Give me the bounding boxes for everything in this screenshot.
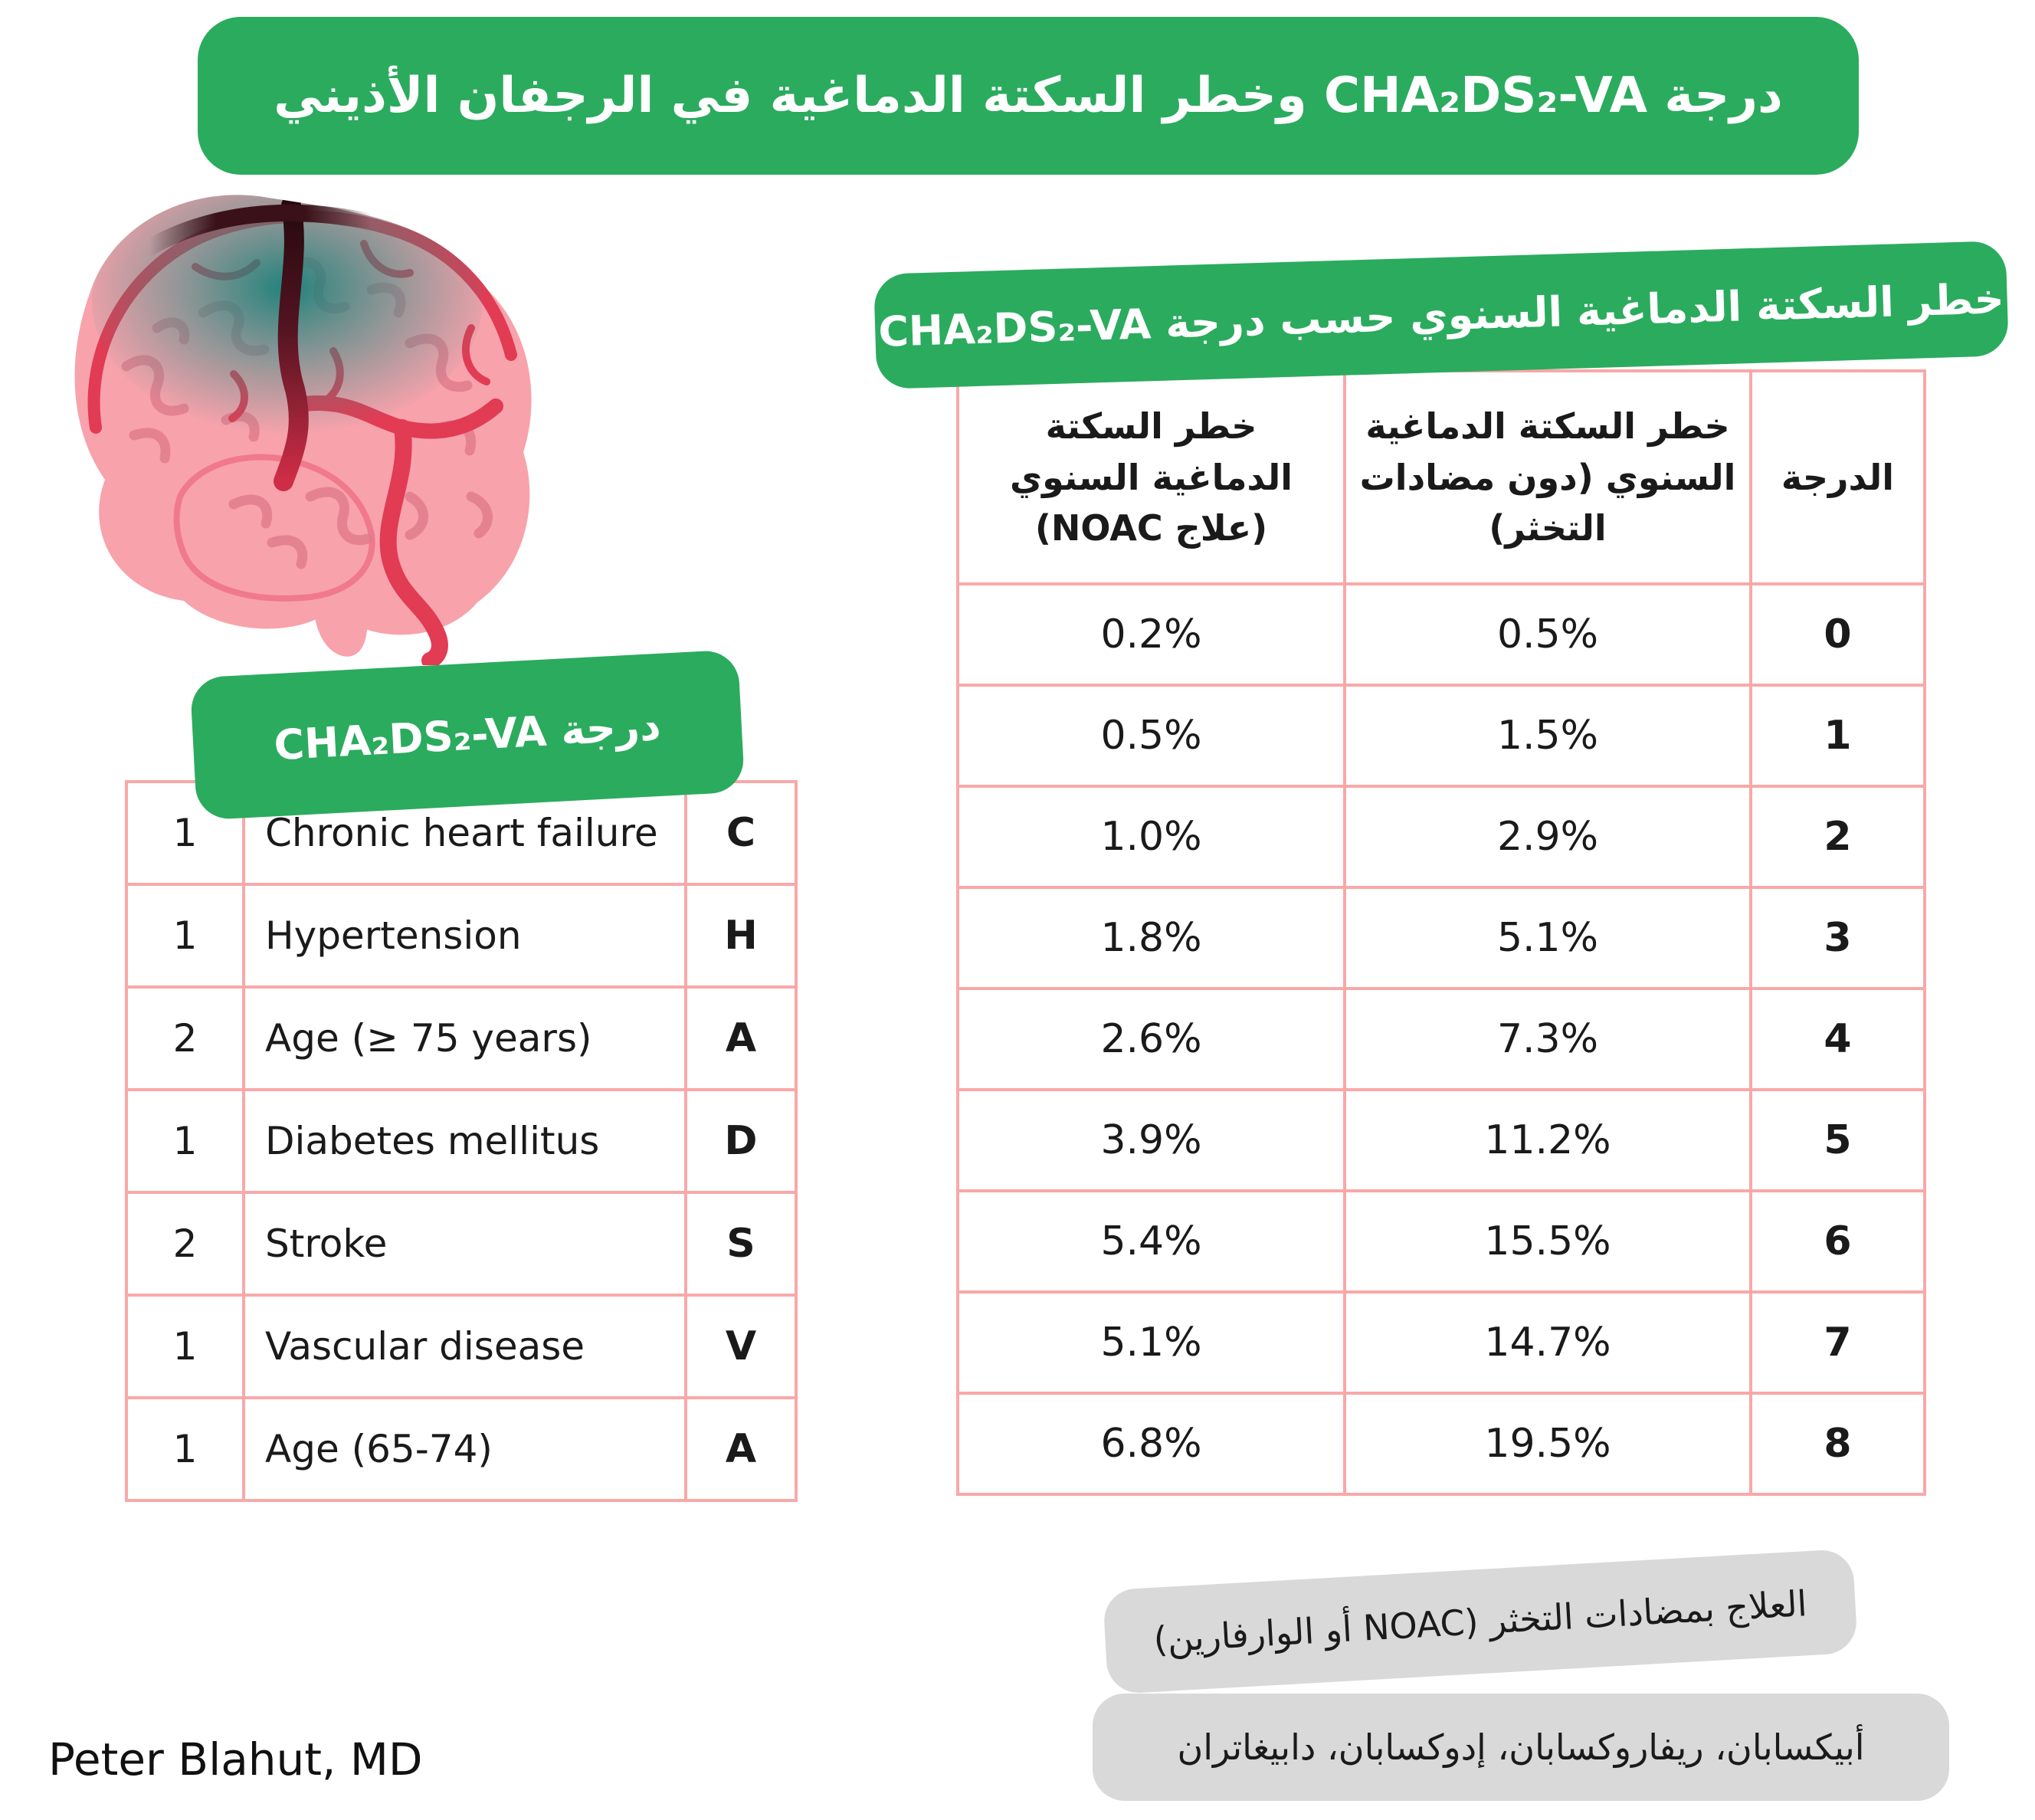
header-untreated-risk: خطر السكتة الدماغية السنوي (دون مضادات ا…: [1343, 369, 1752, 585]
risk-cell-score: 6: [1749, 1189, 1926, 1294]
score-cell-letter: A: [684, 1396, 798, 1502]
risk-cell-noac: 0.2%: [956, 582, 1346, 687]
score-cell-letter: V: [684, 1294, 798, 1399]
score-cell-points: 2: [125, 985, 245, 1091]
risk-cell-untreated: 2.9%: [1343, 785, 1752, 889]
risk-table: خطر السكتة الدماغية السنوي (علاج NOAC) خ…: [956, 369, 1926, 1496]
risk-cell-noac: 3.9%: [956, 1088, 1346, 1192]
score-cell-points: 1: [125, 1088, 245, 1194]
table-row: 3.9% 11.2% 5: [956, 1088, 1926, 1192]
risk-cell-untreated: 15.5%: [1343, 1189, 1752, 1294]
table-row: 1.0% 2.9% 2: [956, 785, 1926, 889]
table-row: 5.4% 15.5% 6: [956, 1189, 1926, 1294]
risk-cell-untreated: 1.5%: [1343, 684, 1752, 788]
risk-cell-score: 5: [1749, 1088, 1926, 1192]
risk-cell-noac: 5.4%: [956, 1189, 1346, 1294]
table-row: 2 Age (≥ 75 years) A: [125, 985, 798, 1091]
noac-drugs-note: أبيكسابان، ريفاروكسابان، إدوكسابان، دابي…: [1093, 1694, 1949, 1801]
noac-drugs-note-text: أبيكسابان، ريفاروكسابان، إدوكسابان، دابي…: [1177, 1727, 1865, 1768]
score-cell-letter: S: [684, 1191, 798, 1297]
risk-cell-untreated: 14.7%: [1343, 1290, 1752, 1395]
risk-cell-score: 7: [1749, 1290, 1926, 1395]
risk-cell-noac: 5.1%: [956, 1290, 1346, 1395]
score-cell-condition: Vascular disease: [242, 1294, 687, 1399]
risk-cell-untreated: 19.5%: [1343, 1392, 1752, 1496]
risk-cell-score: 0: [1749, 582, 1926, 687]
table-row: 2 Stroke S: [125, 1191, 798, 1297]
risk-banner: خطر السكتة الدماغية السنوي حسب درجة CHA₂…: [873, 241, 2009, 389]
score-table: 1 Chronic heart failure C 1 Hypertension…: [125, 780, 798, 1502]
risk-cell-noac: 0.5%: [956, 684, 1346, 788]
score-cell-letter: D: [684, 1088, 798, 1194]
header-score: الدرجة: [1749, 369, 1926, 585]
risk-cell-noac: 2.6%: [956, 987, 1346, 1091]
risk-cell-score: 3: [1749, 886, 1926, 990]
table-row: 0.2% 0.5% 0: [956, 582, 1926, 687]
table-row: 5.1% 14.7% 7: [956, 1290, 1926, 1395]
page-title: درجة CHA₂DS₂-VA وخطر السكتة الدماغية في …: [274, 67, 1783, 124]
score-cell-letter: A: [684, 985, 798, 1091]
table-row: 1 Diabetes mellitus D: [125, 1088, 798, 1194]
score-cell-points: 2: [125, 1191, 245, 1297]
table-row: 1 Hypertension H: [125, 883, 798, 989]
table-row: 1 Vascular disease V: [125, 1294, 798, 1399]
score-cell-points: 1: [125, 883, 245, 989]
table-row: 2.6% 7.3% 4: [956, 987, 1926, 1091]
risk-cell-untreated: 0.5%: [1343, 582, 1752, 687]
header-noac-risk: خطر السكتة الدماغية السنوي (علاج NOAC): [956, 369, 1346, 585]
score-cell-condition: Stroke: [242, 1191, 687, 1297]
risk-cell-noac: 6.8%: [956, 1392, 1346, 1496]
brain-illustration: [42, 175, 540, 669]
risk-cell-untreated: 5.1%: [1343, 886, 1752, 990]
score-banner-label: درجة CHA₂DS₂-VA: [273, 700, 662, 769]
risk-cell-score: 1: [1749, 684, 1926, 788]
score-cell-condition: Diabetes mellitus: [242, 1088, 687, 1194]
score-cell-letter: C: [684, 780, 798, 886]
risk-table-header-row: خطر السكتة الدماغية السنوي (علاج NOAC) خ…: [956, 369, 1926, 585]
table-row: 0.5% 1.5% 1: [956, 684, 1926, 788]
score-cell-points: 1: [125, 1396, 245, 1502]
table-row: 1.8% 5.1% 3: [956, 886, 1926, 990]
score-cell-points: 1: [125, 1294, 245, 1399]
score-cell-condition: Age (65-74): [242, 1396, 687, 1502]
title-banner: درجة CHA₂DS₂-VA وخطر السكتة الدماغية في …: [198, 17, 1859, 175]
anticoagulant-note-text: العلاج بمضادات التخثر (NOAC أو الوارفاري…: [1152, 1582, 1808, 1661]
brain-stroke-icon: [74, 195, 532, 669]
table-row: 6.8% 19.5% 8: [956, 1392, 1926, 1496]
risk-cell-noac: 1.0%: [956, 785, 1346, 889]
risk-cell-score: 2: [1749, 785, 1926, 889]
risk-cell-noac: 1.8%: [956, 886, 1346, 990]
risk-cell-untreated: 11.2%: [1343, 1088, 1752, 1192]
author-credit: Peter Blahut, MD: [48, 1733, 423, 1786]
score-cell-condition: Hypertension: [242, 883, 687, 989]
score-cell-condition: Age (≥ 75 years): [242, 985, 687, 1091]
anticoagulant-note: العلاج بمضادات التخثر (NOAC أو الوارفاري…: [1102, 1548, 1859, 1695]
score-banner: درجة CHA₂DS₂-VA: [189, 649, 746, 821]
table-row: 1 Age (65-74) A: [125, 1396, 798, 1502]
risk-cell-score: 8: [1749, 1392, 1926, 1496]
score-cell-letter: H: [684, 883, 798, 989]
risk-cell-untreated: 7.3%: [1343, 987, 1752, 1091]
risk-cell-score: 4: [1749, 987, 1926, 1091]
risk-banner-label: خطر السكتة الدماغية السنوي حسب درجة CHA₂…: [877, 274, 2005, 356]
